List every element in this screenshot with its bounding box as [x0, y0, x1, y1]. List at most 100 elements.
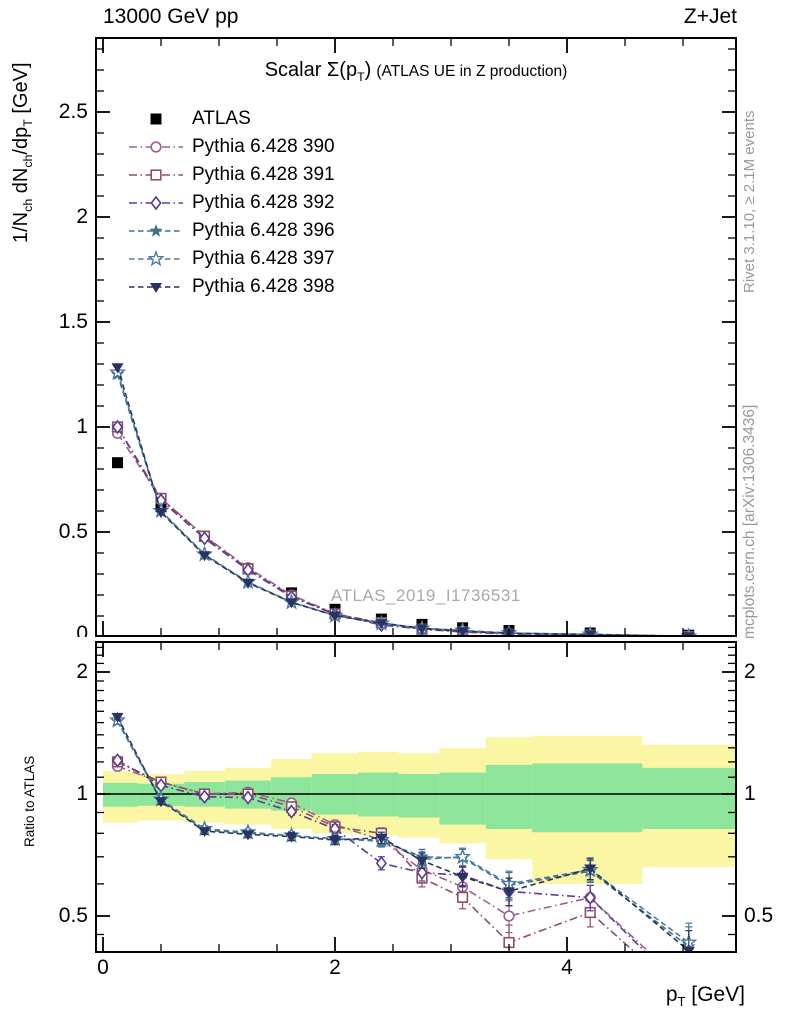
circle-open-icon: [129, 141, 183, 153]
data-point: [149, 224, 163, 237]
tick-label: 2: [76, 205, 88, 228]
legend: ATLAS Pythia 6.428 390 Pythia 6.428 391 Pyt…: [128, 105, 335, 301]
data-point: [111, 712, 124, 723]
data-point: [111, 419, 124, 435]
data-point: [329, 836, 341, 846]
data-point: [198, 827, 211, 838]
band-inner: [398, 774, 440, 818]
data-point: [680, 627, 698, 635]
square-open-icon: [129, 169, 183, 181]
data-point: [150, 283, 162, 293]
legend-item: Pythia 6.428 396: [128, 217, 335, 245]
data-point: [682, 946, 695, 951]
data-point: [111, 363, 124, 374]
legend-label: Pythia 6.428 396: [192, 220, 335, 241]
series-line: [116, 372, 667, 635]
data-point: [584, 864, 597, 875]
ratio-line: [117, 761, 635, 951]
beam-energy-label: 13000 GeV pp: [103, 5, 239, 28]
title-observable: Scalar Σ(pT): [264, 59, 372, 84]
star-open-icon: [129, 250, 183, 267]
legend-item: Pythia 6.428 390: [128, 133, 335, 161]
ratio-plot-panel: [95, 641, 737, 953]
tick-label: 0: [76, 623, 88, 637]
data-point: [155, 508, 167, 519]
band-inner: [485, 764, 533, 829]
ratio-line: [116, 719, 690, 944]
band-inner: [439, 772, 486, 825]
tick-label: 0.5: [58, 904, 88, 927]
series-line: [116, 366, 663, 635]
diamond-open-icon: [129, 195, 183, 211]
tick-label: 2: [329, 956, 341, 979]
data-point: [155, 797, 167, 808]
data-point: [198, 551, 211, 562]
main-series-layer: [108, 363, 698, 635]
plot-title: Scalar Σ(pT) (ATLAS UE in Z production): [95, 59, 737, 84]
main-plot-panel: [95, 37, 737, 637]
data-point: [503, 887, 515, 898]
data-point: [456, 627, 469, 635]
data-point: [285, 598, 298, 609]
legend-item: Pythia 6.428 391: [128, 161, 335, 189]
tick-label: 0: [97, 956, 109, 979]
data-point: [503, 910, 515, 922]
data-point: [584, 630, 597, 635]
data-point: [285, 832, 298, 843]
tick-label: 2.5: [58, 100, 88, 123]
data-point: [584, 890, 596, 905]
data-point: [150, 169, 162, 181]
legend-item: Pythia 6.428 397: [128, 245, 335, 273]
legend-label: Pythia 6.428 390: [192, 136, 335, 157]
tick-label: 1.5: [58, 310, 88, 333]
data-point: [682, 632, 695, 635]
data-point: [150, 195, 162, 211]
band-inner: [642, 767, 735, 829]
data-point: [375, 619, 388, 630]
y-axis-label: 1/Nch dNch/dpT [GeV]: [10, 62, 35, 243]
tick-label: 2: [76, 660, 88, 683]
data-point: [242, 578, 254, 589]
tick-label: 0.5: [744, 904, 774, 927]
data-point: [329, 611, 341, 622]
data-point: [285, 804, 298, 819]
data-point: [150, 141, 162, 153]
title-analysis: (ATLAS UE in Z production): [376, 63, 568, 80]
data-point: [375, 833, 388, 844]
analysis-id-watermark: ATLAS_2019_I1736531: [331, 586, 521, 605]
tick-label: 1: [76, 415, 88, 438]
process-label: Z+Jet: [683, 5, 737, 28]
legend-item: Pythia 6.428 398: [128, 273, 335, 301]
legend-item: ATLAS: [128, 105, 335, 133]
data-point: [112, 457, 123, 469]
data-point: [111, 753, 124, 768]
band-inner: [103, 782, 138, 807]
data-point: [242, 790, 254, 805]
legend-label: Pythia 6.428 397: [192, 248, 335, 269]
data-point: [453, 847, 472, 865]
data-point: [150, 113, 162, 125]
mcplots-arxiv-note: mcplots.cern.ch [arXiv:1306.3436]: [741, 404, 758, 639]
data-point: [147, 250, 165, 267]
data-point: [416, 624, 428, 635]
square-filled-icon: [150, 113, 162, 125]
data-point: [375, 855, 388, 871]
rivet-version-note: Rivet 3.1.10, ≥ 2.1M events: [741, 110, 758, 294]
ratio-line: [116, 716, 690, 951]
ratio-axis-label: Ratio to ATLAS: [22, 755, 37, 847]
x-axis-label: pT [GeV]: [665, 983, 745, 1010]
data-point: [456, 891, 469, 903]
ratio-line: [117, 759, 646, 951]
legend-label: Pythia 6.428 392: [192, 192, 335, 213]
legend-label: Pythia 6.428 398: [192, 276, 335, 297]
tick-label: 0.5: [58, 520, 88, 543]
tick-label: 1: [744, 782, 756, 805]
legend-item: Pythia 6.428 392: [128, 189, 335, 217]
band-inner: [532, 763, 643, 833]
data-point: [456, 872, 469, 883]
legend-label: Pythia 6.428 391: [192, 164, 335, 185]
legend-label: ATLAS: [192, 108, 251, 129]
data-point: [416, 856, 428, 867]
data-point: [242, 830, 254, 841]
